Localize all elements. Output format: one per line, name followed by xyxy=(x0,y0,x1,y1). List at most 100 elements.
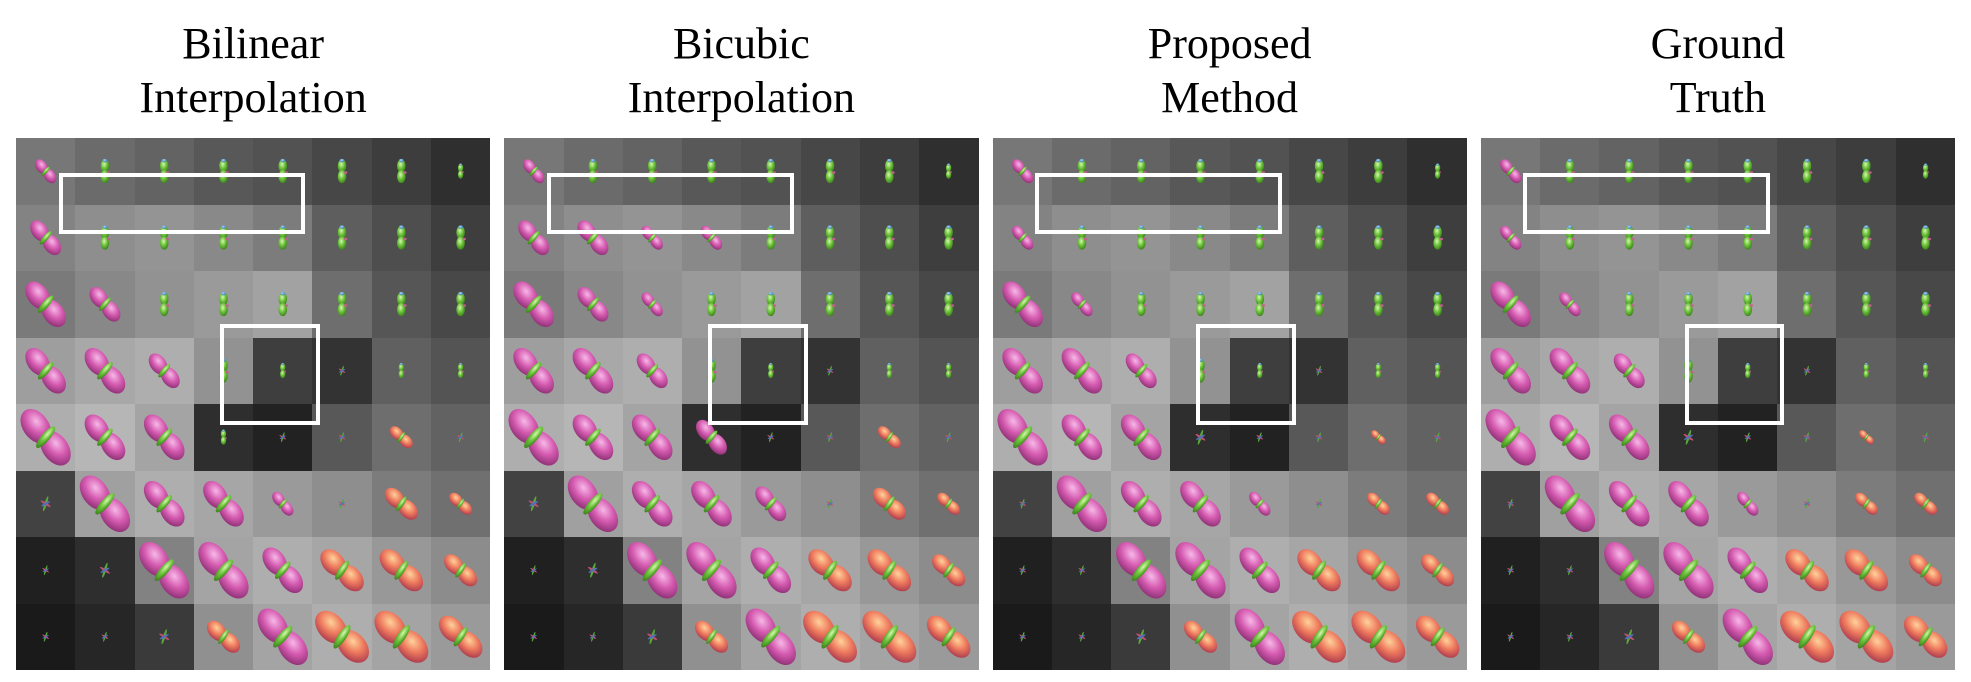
odf-glyph xyxy=(1722,608,1773,665)
odf-glyph xyxy=(750,547,792,594)
odf-glyph xyxy=(886,363,893,379)
glyph-field xyxy=(508,158,971,665)
odf-glyph xyxy=(384,487,418,520)
odf-glyph xyxy=(1432,291,1443,317)
odf-glyph xyxy=(568,475,619,532)
odf-glyph xyxy=(397,158,407,184)
odf-glyph xyxy=(1183,620,1217,653)
odf-glyph xyxy=(513,281,555,328)
odf-glyph xyxy=(34,159,57,184)
odf-glyph xyxy=(745,608,797,665)
odf-glyph xyxy=(1434,363,1441,379)
odf-glyph xyxy=(1078,565,1085,576)
highlight-box xyxy=(58,172,306,234)
odf-glyph xyxy=(1373,158,1384,184)
odf-glyph xyxy=(1314,225,1324,250)
odf-glyph xyxy=(1120,480,1162,527)
highlight-box xyxy=(219,324,320,426)
odf-glyph xyxy=(337,291,348,317)
odf-glyph xyxy=(530,565,538,576)
odf-glyph xyxy=(768,363,775,379)
odf-glyph xyxy=(1549,347,1590,394)
odf-glyph xyxy=(84,414,126,461)
odf-glyph xyxy=(1195,225,1206,250)
odf-glyph xyxy=(885,225,895,250)
odf-glyph xyxy=(1256,363,1263,379)
highlight-box xyxy=(546,172,794,234)
odf-glyph xyxy=(143,414,185,461)
odf-glyph xyxy=(1434,163,1441,179)
odf-glyph xyxy=(826,225,836,250)
odf-glyph xyxy=(1903,615,1948,658)
odf-glyph xyxy=(1922,432,1929,443)
odf-glyph xyxy=(1195,429,1205,445)
odf-glyph xyxy=(1744,432,1751,443)
odf-glyph xyxy=(1913,492,1937,515)
panel-title-bicubic: Bicubic Interpolation xyxy=(504,4,978,138)
odf-glyph xyxy=(1507,631,1514,642)
odf-glyph xyxy=(198,542,249,599)
odf-glyph xyxy=(1011,225,1033,250)
odf-glyph xyxy=(89,286,121,322)
odf-glyph xyxy=(1603,542,1655,599)
odf-glyph xyxy=(1863,363,1870,379)
odf-glyph xyxy=(1779,610,1834,663)
odf-glyph xyxy=(1922,163,1929,179)
odf-glyph xyxy=(1683,429,1694,445)
odf-glyph xyxy=(686,542,737,599)
odf-glyph xyxy=(1507,565,1514,576)
odf-glyph xyxy=(1803,498,1811,509)
odf-glyph xyxy=(206,620,241,653)
odf-glyph xyxy=(1433,432,1441,443)
odf-glyph xyxy=(518,220,550,256)
title-line: Ground xyxy=(1650,19,1786,69)
odf-glyph xyxy=(1078,631,1085,642)
odf-glyph xyxy=(1179,480,1221,527)
odf-glyph xyxy=(691,480,733,527)
odf-glyph xyxy=(1415,615,1459,658)
odf-glyph xyxy=(338,498,346,509)
odf-glyph xyxy=(1120,414,1162,461)
odf-glyph xyxy=(30,220,62,256)
odf-glyph xyxy=(1549,414,1590,461)
odf-glyph xyxy=(1238,547,1280,594)
odf-glyph xyxy=(946,163,953,179)
odf-glyph xyxy=(528,496,539,512)
odf-glyph xyxy=(1001,347,1043,394)
odf-glyph xyxy=(1727,547,1768,594)
odf-glyph xyxy=(1922,363,1929,379)
odf-glyph xyxy=(25,347,66,394)
title-line: Bicubic xyxy=(672,19,810,69)
odf-glyph xyxy=(885,158,895,184)
odf-glyph xyxy=(523,159,545,184)
odf-glyph xyxy=(389,426,413,449)
odf-glyph xyxy=(1011,159,1033,184)
odf-glyph xyxy=(1315,432,1322,443)
odf-glyph xyxy=(766,291,777,317)
odf-glyph xyxy=(803,610,858,663)
odf-glyph xyxy=(1736,491,1759,516)
odf-glyph xyxy=(1135,629,1146,645)
odf-glyph xyxy=(1070,292,1093,317)
odf-glyph xyxy=(1499,225,1522,250)
odf-glyph xyxy=(1802,158,1813,184)
odf-glyph xyxy=(1861,225,1872,250)
title-line: Interpolation xyxy=(627,73,855,122)
odf-glyph xyxy=(456,225,466,250)
odf-glyph xyxy=(457,163,464,179)
odf-glyph xyxy=(397,291,407,317)
odf-glyph xyxy=(220,429,227,445)
odf-glyph xyxy=(1370,430,1386,445)
odf-glyph xyxy=(159,291,170,317)
odf-glyph xyxy=(398,363,405,379)
odf-glyph xyxy=(457,432,464,443)
odf-glyph xyxy=(1663,542,1714,599)
odf-glyph xyxy=(1921,225,1931,250)
odf-glyph xyxy=(280,363,287,379)
panel-title-proposed: Proposed Method xyxy=(993,4,1467,138)
odf-glyph xyxy=(632,414,673,461)
odf-glyph xyxy=(1373,225,1384,250)
odf-glyph xyxy=(148,353,180,389)
panel-bicubic xyxy=(504,138,979,670)
odf-glyph xyxy=(1174,542,1226,599)
